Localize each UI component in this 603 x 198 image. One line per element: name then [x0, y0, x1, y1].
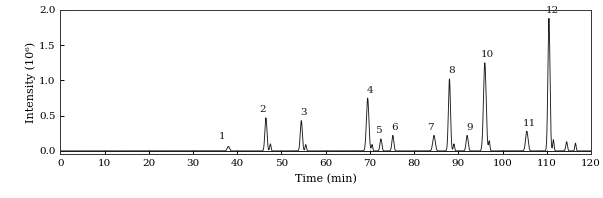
Text: 9: 9 [466, 123, 473, 132]
Text: 11: 11 [522, 119, 535, 128]
Y-axis label: Intensity (10⁶): Intensity (10⁶) [25, 42, 36, 123]
Text: 5: 5 [376, 126, 382, 135]
Text: 10: 10 [481, 50, 494, 59]
X-axis label: Time (min): Time (min) [295, 174, 356, 184]
Text: 4: 4 [367, 86, 373, 94]
Text: 3: 3 [300, 108, 307, 117]
Text: 7: 7 [427, 123, 434, 132]
Text: 8: 8 [449, 67, 455, 75]
Text: 6: 6 [392, 123, 399, 132]
Text: 12: 12 [546, 6, 559, 15]
Text: 2: 2 [259, 105, 266, 114]
Text: 1: 1 [218, 132, 225, 141]
